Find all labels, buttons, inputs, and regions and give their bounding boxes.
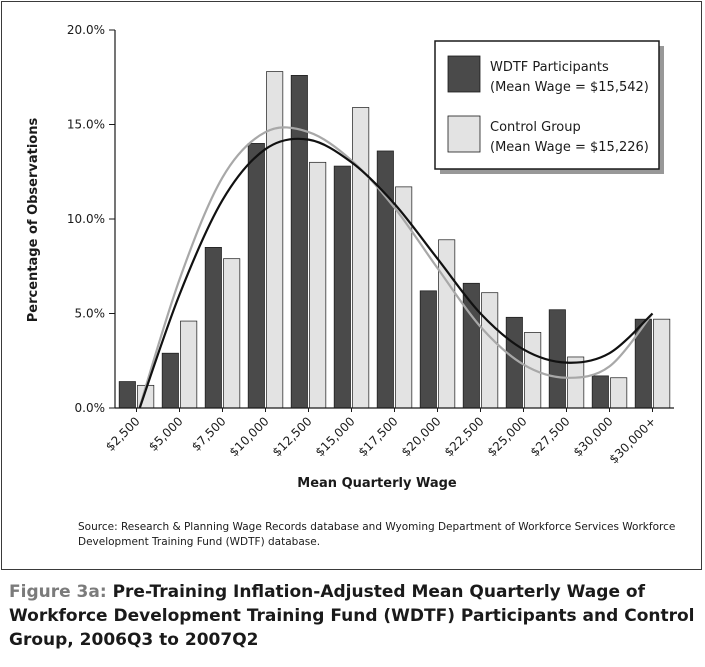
- bar-wdtf: [118, 381, 136, 409]
- bar-wdtf: [333, 165, 351, 409]
- y-tick-label: 0.0%: [75, 401, 106, 415]
- x-tick-label: $30,000+: [607, 414, 659, 466]
- trend-line-wdtf: [138, 137, 654, 408]
- bar-wdtf: [290, 75, 308, 409]
- legend-mean-control: (Mean Wage = $15,226): [490, 140, 649, 155]
- bar-wdtf: [247, 143, 265, 409]
- bar-wdtf: [204, 247, 222, 409]
- bar-control: [180, 320, 198, 409]
- bar-wdtf: [591, 375, 609, 409]
- bar-wdtf: [548, 309, 566, 409]
- x-tick-label: $10,000: [227, 414, 272, 459]
- bar-control: [266, 71, 284, 409]
- bar-chart: 0.0% 5.0% 10.0% 15.0% 20.0% $2,500 $5,000 $7,5…: [26, 23, 674, 491]
- x-tick-label: $5,000: [146, 414, 186, 454]
- bar-control: [438, 239, 456, 409]
- bar-control: [309, 161, 327, 409]
- bar-control: [653, 318, 671, 409]
- caption-label: Figure 3a:: [9, 582, 107, 602]
- x-tick-label: $7,500: [189, 414, 229, 454]
- legend-label-wdtf: WDTF Participants: [490, 60, 609, 75]
- legend-swatch-control: [447, 115, 481, 153]
- bar-wdtf: [161, 352, 179, 409]
- y-tick-label: 5.0%: [75, 307, 106, 321]
- x-tick-label: $27,500: [528, 414, 573, 459]
- bar-control: [223, 258, 241, 409]
- figure-caption: Figure 3a: Pre-Training Inflation-Adjust…: [9, 580, 699, 652]
- y-axis-title: Percentage of Observations: [26, 118, 41, 323]
- y-tick-label: 20.0%: [67, 23, 105, 37]
- x-tick-label: $17,500: [356, 414, 401, 459]
- source-note: Source: Research & Planning Wage Records…: [78, 521, 676, 548]
- bar-control: [481, 292, 499, 409]
- legend-mean-wdtf: (Mean Wage = $15,542): [490, 80, 649, 95]
- x-tick-label: $25,000: [485, 414, 530, 459]
- x-tick-label: $12,500: [270, 414, 315, 459]
- bar-control: [352, 107, 370, 409]
- x-tick-label: $30,000: [571, 414, 616, 459]
- x-tick-label: $15,000: [313, 414, 358, 459]
- bar-control: [567, 356, 585, 409]
- legend-label-control: Control Group: [490, 120, 581, 135]
- x-tick-label: $22,500: [442, 414, 487, 459]
- caption-title: Pre-Training Inflation-Adjusted Mean Qua…: [9, 582, 695, 650]
- legend-swatch-wdtf: [447, 55, 481, 93]
- x-axis-title: Mean Quarterly Wage: [297, 476, 457, 491]
- bar-control: [610, 377, 628, 409]
- trend-line-control: [138, 126, 654, 408]
- x-tick-label: $2,500: [103, 414, 143, 454]
- y-tick-label: 15.0%: [67, 118, 105, 132]
- figure-frame: 0.0% 5.0% 10.0% 15.0% 20.0% $2,500 $5,000 $7,5…: [1, 1, 702, 570]
- bar-wdtf: [419, 290, 437, 409]
- x-tick-label: $20,000: [399, 414, 444, 459]
- y-tick-label: 10.0%: [67, 212, 105, 226]
- legend: WDTF Participants (Mean Wage = $15,542) …: [434, 40, 664, 174]
